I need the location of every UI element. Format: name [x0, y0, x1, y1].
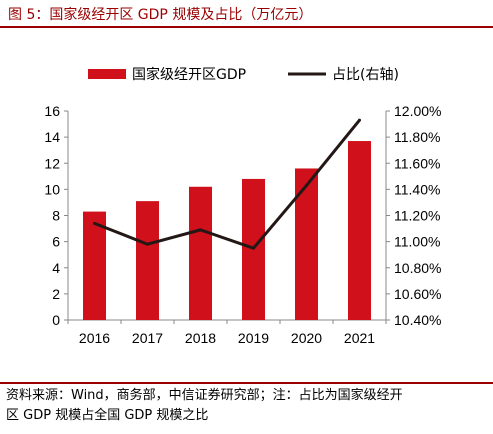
right-axis-ticks: 10.40% 10.60% 10.80% 11.00% 11.20% 11.40% 11.6… — [386, 103, 441, 328]
left-axis-ticks: 0 2 4 6 8 10 12 14 16 — [44, 103, 68, 328]
x-tick-label: 2016 — [79, 330, 110, 346]
right-tick-label: 11.00% — [394, 234, 440, 250]
left-tick-label: 10 — [44, 181, 60, 197]
x-tick-label: 2019 — [238, 330, 269, 346]
source-line-1: 资料来源：Wind，商务部，中信证券研究部；注：占比为国家级经开 — [6, 388, 403, 403]
x-tick-label: 2021 — [344, 330, 375, 346]
line-point-2020 — [305, 183, 308, 187]
left-tick-label: 16 — [44, 103, 60, 119]
share-line — [93, 119, 361, 250]
right-tick-label: 11.20% — [394, 208, 440, 224]
left-tick-label: 12 — [44, 155, 60, 171]
bar-2017 — [136, 201, 159, 320]
legend-bar-swatch — [88, 69, 126, 79]
line-point-2019 — [252, 246, 255, 250]
right-tick-label: 10.80% — [394, 260, 441, 276]
right-tick-label: 12.00% — [394, 103, 441, 119]
x-tick-label: 2017 — [132, 330, 163, 346]
left-tick-label: 8 — [52, 208, 60, 224]
left-tick-label: 6 — [52, 234, 60, 250]
x-axis-ticks: 2016 2017 2018 2019 2020 2021 — [67, 320, 387, 346]
legend: 国家级经开区GDP 占比(右轴) — [88, 66, 399, 83]
line-point-2017 — [146, 242, 149, 246]
line-series — [93, 118, 361, 250]
axes — [67, 111, 387, 321]
left-tick-label: 2 — [52, 286, 60, 302]
source-note: 资料来源：Wind，商务部，中信证券研究部；注：占比为国家级经开 区 GDP 规… — [6, 386, 490, 426]
legend-bar-label: 国家级经开区GDP — [132, 66, 246, 83]
right-tick-label: 11.80% — [394, 129, 440, 145]
left-tick-label: 14 — [44, 129, 60, 145]
right-tick-label: 10.40% — [394, 312, 441, 328]
right-tick-label: 11.60% — [394, 155, 440, 171]
title-divider — [0, 26, 493, 28]
bar-2016 — [83, 211, 106, 320]
line-point-2018 — [199, 228, 202, 232]
bar-series — [83, 141, 371, 320]
bar-2018 — [189, 186, 212, 320]
line-point-2016 — [93, 221, 96, 225]
figure-title: 图 5：国家级经开区 GDP 规模及占比（万亿元） — [8, 7, 313, 23]
bar-2020 — [295, 168, 318, 320]
right-tick-label: 10.60% — [394, 286, 441, 302]
left-tick-label: 0 — [52, 312, 60, 328]
source-line-2: 区 GDP 规模占全国 GDP 规模之比 — [6, 408, 209, 423]
bar-2021 — [348, 141, 371, 320]
right-tick-label: 11.40% — [394, 181, 440, 197]
x-tick-label: 2018 — [185, 330, 216, 346]
legend-line-label: 占比(右轴) — [332, 67, 399, 83]
line-point-2021 — [358, 118, 361, 122]
x-tick-label: 2020 — [291, 330, 322, 346]
left-tick-label: 4 — [52, 260, 60, 276]
footer-divider — [0, 382, 493, 384]
